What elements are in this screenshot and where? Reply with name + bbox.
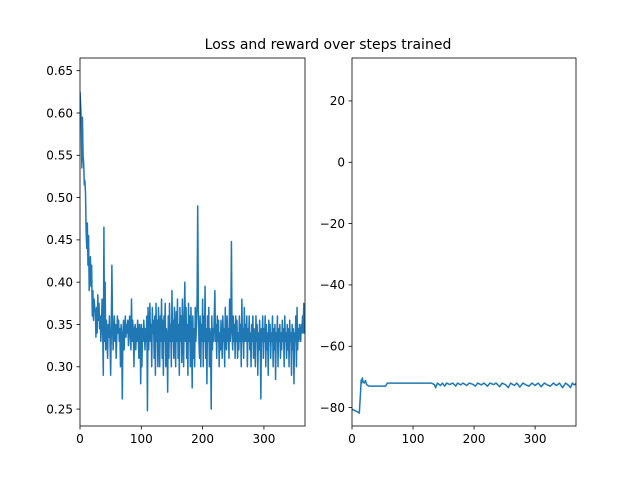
x-tick-label: 100 <box>402 432 425 446</box>
x-tick-label: 200 <box>191 432 214 446</box>
y-tick-label: 20 <box>330 94 345 108</box>
x-tick-label: 0 <box>348 432 356 446</box>
y-tick-label: 0.30 <box>46 360 73 374</box>
x-tick-label: 100 <box>130 432 153 446</box>
y-tick-label: −60 <box>320 340 345 354</box>
loss-series-line <box>80 91 305 412</box>
x-tick-label: 200 <box>463 432 486 446</box>
x-tick-label: 300 <box>524 432 547 446</box>
loss-axes: 0 100 200 300 0.25 0.30 0.35 0.40 0.45 0.50 0.55 0.… <box>46 57 306 446</box>
y-tick-label: 0.60 <box>46 106 73 120</box>
x-tick-label: 300 <box>252 432 275 446</box>
reward-series-line <box>352 377 576 414</box>
y-tick-label: 0.45 <box>46 233 73 247</box>
y-tick-label: 0.50 <box>46 191 73 205</box>
y-tick-label: −80 <box>320 401 345 415</box>
y-tick-label: 0 <box>337 156 345 170</box>
y-tick-label: 0.25 <box>46 402 73 416</box>
y-tick-label: −40 <box>320 278 345 292</box>
y-tick-label: 0.40 <box>46 275 73 289</box>
reward-axes: 0 100 200 300 −80 −60 −40 −20 0 20 <box>320 57 577 446</box>
x-tick-label: 0 <box>76 432 84 446</box>
loss-axes-frame <box>79 57 306 427</box>
y-tick-label: 0.35 <box>46 318 73 332</box>
y-tick-label: −20 <box>320 217 345 231</box>
y-tick-label: 0.65 <box>46 64 73 78</box>
chart-title: Loss and reward over steps trained <box>205 37 452 53</box>
y-tick-label: 0.55 <box>46 149 73 163</box>
reward-axes-frame <box>351 57 577 427</box>
